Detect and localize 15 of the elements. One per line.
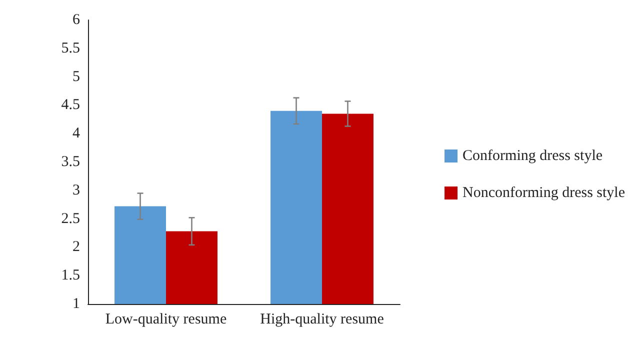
x-tick-label: Low-quality resume bbox=[105, 312, 227, 328]
y-tick-label: 2.5 bbox=[61, 210, 80, 227]
y-tick-label: 2 bbox=[72, 239, 80, 256]
y-tick-label: 4.5 bbox=[61, 97, 80, 114]
y-tick-label: 5.5 bbox=[61, 40, 80, 56]
legend-label: Nonconforming dress style bbox=[462, 185, 626, 201]
y-tick-label: 1.5 bbox=[61, 268, 80, 284]
y-tick-label: 6 bbox=[72, 12, 80, 28]
y-tick-label: 1 bbox=[72, 296, 80, 312]
x-tick-label: High-quality resume bbox=[260, 312, 384, 328]
y-tick-label: 3 bbox=[72, 182, 80, 198]
y-tick-label: 4 bbox=[72, 126, 80, 142]
y-tick-label: 5 bbox=[72, 68, 80, 85]
y-tick-label: 3.5 bbox=[61, 154, 80, 170]
legend-label: Conforming dress style bbox=[462, 148, 603, 164]
